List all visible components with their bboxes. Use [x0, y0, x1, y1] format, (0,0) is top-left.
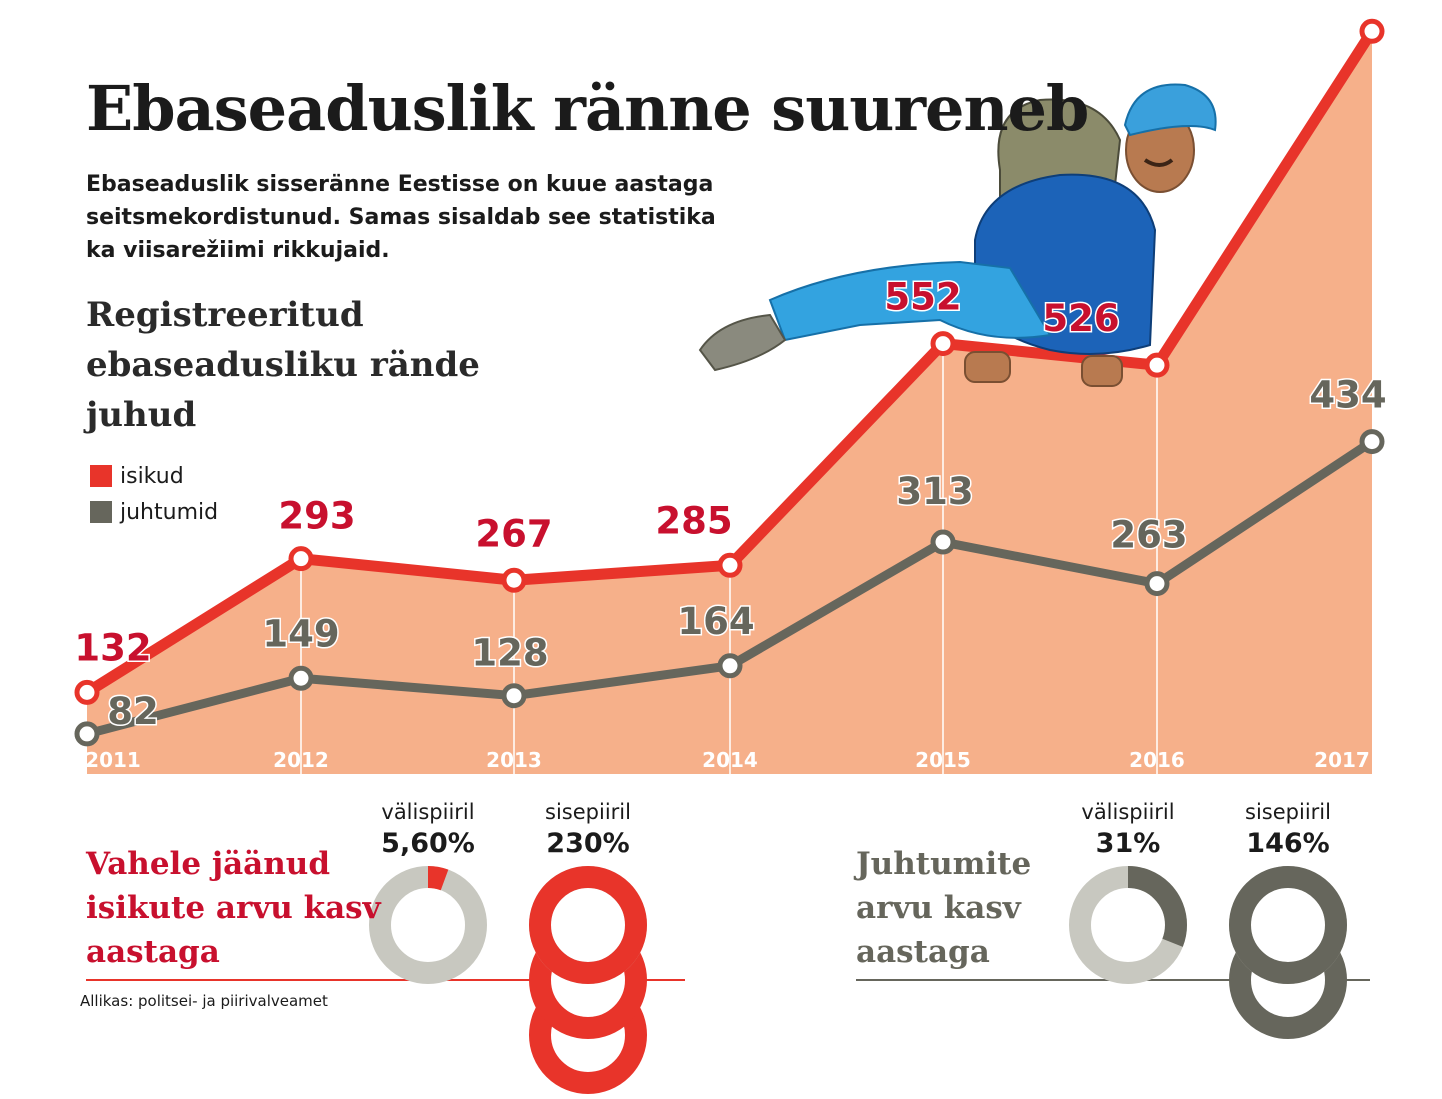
x-tick-label: 2014 [702, 748, 758, 772]
isikud-valispiiril-label: välispiiril [381, 800, 475, 824]
data-point-juhtumid [501, 683, 527, 709]
data-label-juhtumid: 263 [1110, 514, 1187, 557]
migrant-climbing-icon [698, 83, 1217, 387]
leg-shape [768, 260, 1052, 342]
data-label-isikud: 293 [278, 495, 355, 538]
data-point-isikud [717, 552, 743, 578]
data-point-isikud [1359, 18, 1385, 44]
data-point-isikud [1144, 352, 1170, 378]
data-label-juhtumid: 149 [262, 612, 339, 655]
shoe-shape [698, 313, 787, 372]
subtitle: Ebaseaduslik sisseränne Eestisse on kuue… [86, 168, 786, 267]
x-tick-label: 2012 [273, 748, 329, 772]
isikud-sisepiiril-value: 230% [546, 828, 630, 859]
data-label-juhtumid: 128 [471, 632, 548, 675]
data-label-juhtumid: 164 [677, 600, 754, 643]
legend-swatch-isikud [90, 465, 112, 487]
x-tick-label: 2017 [1314, 748, 1370, 772]
subtitle-line: seitsmekordistunud. Samas sisaldab see s… [86, 205, 716, 230]
data-point-juhtumid [288, 665, 314, 691]
juhtumid-valispiiril-value: 31% [1095, 828, 1161, 859]
data-point-juhtumid [930, 529, 956, 555]
legend: isikud juhtumid [90, 458, 218, 530]
juhtumid-sisepiiril-value: 146% [1246, 828, 1330, 859]
juhtumid-growth-heading-line: Juhtumite [856, 846, 1032, 882]
subtitle-line: Ebaseaduslik sisseränne Eestisse on kuue… [86, 172, 714, 197]
data-point-juhtumid [717, 653, 743, 679]
isikud-sisepiiril-donut-value-arc [529, 866, 647, 984]
data-label-isikud: 267 [475, 512, 552, 555]
data-point-juhtumid [1144, 571, 1170, 597]
isikud-growth-heading-line: aastaga [86, 934, 220, 970]
data-label-juhtumid: 82 [107, 690, 159, 733]
juhtumid-sisepiiril-donut-value-arc [1229, 866, 1347, 984]
data-point-juhtumid [1359, 429, 1385, 455]
data-point-isikud [501, 567, 527, 593]
chart-title: Registreeritud ebaseadusliku rände juhud [86, 290, 480, 440]
mustache-shape [1143, 158, 1174, 167]
data-label-isikud: 552 [884, 276, 961, 319]
juhtumid-growth-heading-line: arvu kasv [856, 890, 1021, 926]
left-hand-shape [964, 351, 1011, 383]
data-point-isikud [930, 331, 956, 357]
legend-label-juhtumid: juhtumid [120, 499, 219, 525]
x-tick-label: 2015 [915, 748, 971, 772]
isikud-growth-heading-line: isikute arvu kasv [86, 890, 381, 926]
x-tick-label: 2013 [486, 748, 542, 772]
isikud-valispiiril-donut-value-arc [369, 866, 487, 984]
isikud-growth-heading-line: Vahele jäänud [86, 846, 330, 882]
data-point-juhtumid [74, 721, 100, 747]
legend-swatch-juhtumid [90, 501, 112, 523]
isikud-sisepiiril-label: sisepiiril [545, 800, 631, 824]
data-label-juhtumid: 313 [896, 470, 973, 513]
juhtumid-valispiiril-donut-value-arc [1069, 866, 1187, 984]
chart-title-line: Registreeritud [86, 295, 364, 335]
isikud-valispiiril-donut-track [369, 866, 487, 984]
x-tick-label: 2011 [85, 748, 141, 772]
legend-label-isikud: isikud [120, 463, 184, 489]
data-label-isikud: 526 [1042, 297, 1119, 340]
legend-item-isikud: isikud [90, 458, 218, 494]
data-point-isikud [288, 546, 314, 572]
chart-title-line: ebaseadusliku rände [86, 345, 480, 385]
isikud-growth-heading: Vahele jäänud isikute arvu kasv aastaga [86, 842, 381, 974]
juhtumid-valispiiril-label: välispiiril [1081, 800, 1175, 824]
juhtumid-growth-heading: Juhtumite arvu kasv aastaga [856, 842, 1031, 974]
juhtumid-sisepiiril-label: sisepiiril [1245, 800, 1331, 824]
page-title: Ebaseaduslik ränne suureneb [86, 72, 1089, 145]
juhtumid-growth-heading-line: aastaga [856, 934, 990, 970]
subtitle-line: ka viisarežiimi rikkujaid. [86, 238, 390, 263]
data-label-isikud: 132 [74, 626, 151, 669]
data-label-isikud: 928 [1261, 0, 1338, 4]
data-label-isikud: 285 [655, 499, 732, 542]
right-hand-shape [1081, 355, 1123, 387]
legend-item-juhtumid: juhtumid [90, 494, 218, 530]
cap-shape [1123, 83, 1217, 137]
data-point-isikud [74, 679, 100, 705]
data-label-juhtumid: 434 [1309, 374, 1386, 417]
chart-area-fill [87, 31, 1372, 774]
chart-title-line: juhud [86, 395, 197, 435]
x-tick-label: 2016 [1129, 748, 1185, 772]
source-note: Allikas: politsei- ja piirivalveamet [80, 992, 328, 1010]
isikud-valispiiril-value: 5,60% [381, 828, 475, 859]
